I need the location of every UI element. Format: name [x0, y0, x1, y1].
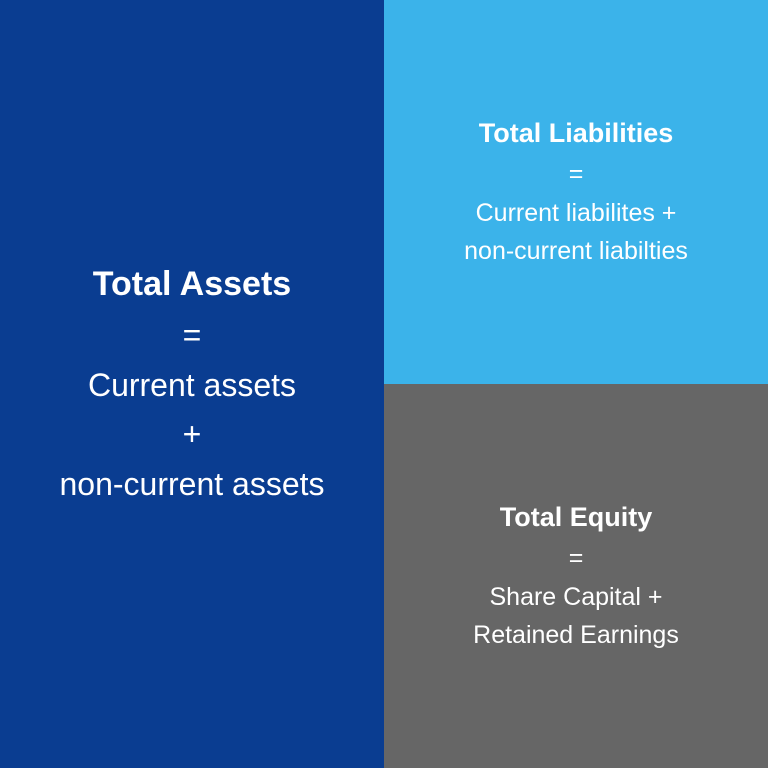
liabilities-line2: non-current liabilties	[464, 232, 688, 271]
assets-title: Total Assets	[93, 258, 291, 311]
liabilities-panel: Total Liabilities = Current liabilites +…	[384, 0, 768, 384]
equity-equals: =	[569, 539, 584, 578]
equity-panel: Total Equity = Share Capital + Retained …	[384, 384, 768, 768]
right-column: Total Liabilities = Current liabilites +…	[384, 0, 768, 768]
assets-line1: Current assets	[88, 361, 296, 411]
balance-sheet-infographic: Total Assets = Current assets + non-curr…	[0, 0, 768, 768]
assets-line2: non-current assets	[59, 460, 324, 510]
liabilities-title: Total Liabilities	[479, 113, 674, 155]
equity-line1: Share Capital +	[489, 578, 662, 617]
assets-equals: =	[183, 311, 202, 361]
equity-line2: Retained Earnings	[473, 616, 679, 655]
liabilities-line1: Current liabilites +	[476, 194, 677, 233]
liabilities-equals: =	[569, 155, 584, 194]
assets-plus: +	[183, 410, 202, 460]
equity-title: Total Equity	[500, 497, 653, 539]
assets-panel: Total Assets = Current assets + non-curr…	[0, 0, 384, 768]
